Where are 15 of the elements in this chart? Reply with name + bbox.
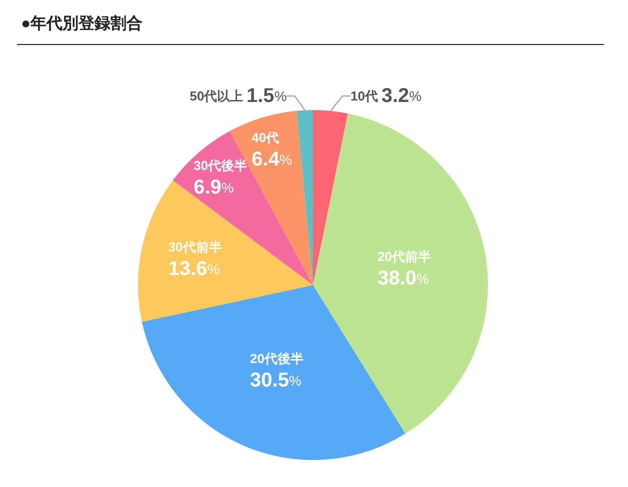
chart-title: ●年代別登録割合 — [21, 14, 143, 32]
data-label: 30.5% — [250, 369, 302, 392]
data-label: 3.2% — [381, 85, 422, 107]
slice-label: 30代前半 — [168, 240, 222, 255]
slice-label: 20代前半 — [378, 249, 432, 264]
data-label: 6.4% — [252, 148, 292, 170]
slice-label: 20代後半 — [250, 350, 304, 366]
data-label: 38.0% — [378, 268, 429, 290]
data-label: 1.5% — [246, 85, 287, 107]
slice-label: 40代 — [252, 130, 280, 145]
slice-label: 50代以上 — [190, 88, 244, 104]
data-label: 13.6% — [168, 258, 220, 280]
slice-label: 30代後半 — [194, 158, 248, 174]
slice-label: 10代 — [350, 88, 378, 104]
data-label: 6.9% — [194, 176, 234, 199]
